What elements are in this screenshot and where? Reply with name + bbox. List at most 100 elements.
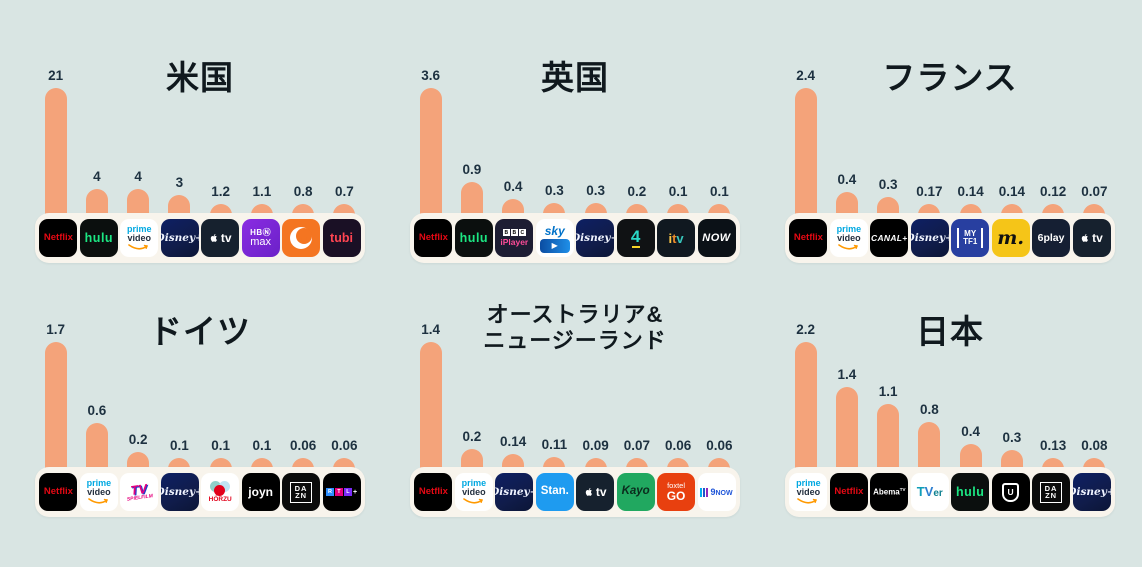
bar-column: 0.2 xyxy=(616,30,657,235)
bar-column: 3.6 xyxy=(410,30,451,235)
mytf1-icon: MY TF1 xyxy=(951,219,990,257)
bar-value-label: 0.06 xyxy=(331,438,358,453)
bar-column: 0.3 xyxy=(991,284,1032,489)
bar-value-label: 0.06 xyxy=(664,438,692,453)
chart-title: 英国 xyxy=(541,59,609,97)
bar-value-label: 1.1 xyxy=(252,184,272,199)
bar-column: 0.17 xyxy=(909,30,950,235)
disney-plus-icon: Disney+ xyxy=(910,219,949,257)
bar-value-label: 4 xyxy=(93,169,101,184)
bar-group: 1.4 0.2 0.14 0.11 0.09 0.07 0.06 0.06 xyxy=(410,284,740,489)
bar-column: 0.14 xyxy=(950,30,991,235)
apple-tv-icon: tv xyxy=(576,473,615,511)
bar-group: 3.6 0.9 0.4 0.3 0.3 0.2 0.1 0.1 xyxy=(410,30,740,235)
netflix-icon: Netflix xyxy=(39,473,78,511)
bar-value-label: 0.06 xyxy=(289,438,317,453)
netflix-icon: Netflix xyxy=(414,473,453,511)
bar-column: 4 xyxy=(118,30,159,235)
joyn-icon: joyn xyxy=(241,473,280,511)
bar-value-label: 0.7 xyxy=(334,184,354,199)
bar-value-label: 0.07 xyxy=(1081,184,1108,199)
bar-netflix xyxy=(835,387,858,489)
disney-plus-icon: Disney+ xyxy=(160,219,199,257)
crunchyroll-icon xyxy=(282,219,321,257)
bar-column: 0.4 xyxy=(493,30,534,235)
bar-value-label: 0.13 xyxy=(1039,438,1067,453)
hulu-icon: hulu xyxy=(454,219,493,257)
bar-value-label: 0.1 xyxy=(252,438,272,453)
tver-icon: TVer xyxy=(910,473,949,511)
bar-column: 2.4 xyxy=(785,30,826,235)
bar-column: 0.1 xyxy=(699,30,740,235)
bar-column: 0.1 xyxy=(159,284,200,489)
app-icon-strip: NetflixprimevideoDisney+Stan.tvKayofoxte… xyxy=(410,467,740,517)
bar-column: 0.14 xyxy=(991,30,1032,235)
bar-value-label: 0.9 xyxy=(462,162,482,177)
bar-column: 0.2 xyxy=(451,284,492,489)
app-icon-strip: NetflixprimevideoCANAL+Disney+MYTF1m.6pl… xyxy=(785,213,1115,263)
chart-panel-3: 2.4 0.4 0.3 0.17 0.14 0.14 0.12 0.07 Netflix pri… xyxy=(785,30,1115,263)
bar-column: 0.08 xyxy=(1074,284,1115,489)
bar-column: 0.12 xyxy=(1033,30,1074,235)
bar-column: 21 xyxy=(35,30,76,235)
bar-value-label: 0.3 xyxy=(878,177,898,192)
bar-group: 1.7 0.6 0.2 0.1 0.1 0.1 0.06 0.06 xyxy=(35,284,365,489)
foxtel-go-icon: foxtel GO xyxy=(657,473,696,511)
canal-plus-icon: CANAL+ xyxy=(870,219,909,257)
bar-netflix xyxy=(44,342,67,489)
bar-value-label: 0.17 xyxy=(916,184,943,199)
bar-value-label: 0.14 xyxy=(499,434,527,449)
bar-column: 0.06 xyxy=(283,284,324,489)
bar-column: 0.07 xyxy=(1074,30,1115,235)
bar-group: 2.2 1.4 1.1 0.8 0.4 0.3 0.13 0.08 xyxy=(785,284,1115,489)
bar-value-label: 0.08 xyxy=(1081,438,1108,453)
bar-column: 0.14 xyxy=(493,284,534,489)
bar-value-label: 0.3 xyxy=(544,183,564,198)
bar-column: 0.3 xyxy=(534,30,575,235)
hulu-icon: hulu xyxy=(951,473,990,511)
bar-value-label: 0.09 xyxy=(582,438,609,453)
hulu-icon: hulu xyxy=(79,219,118,257)
bar-netflix xyxy=(419,88,442,235)
bar-value-label: 0.8 xyxy=(293,184,313,199)
bar-value-label: 0.11 xyxy=(541,437,568,452)
bar-column: 1.1 xyxy=(241,30,282,235)
bar-column: 1.2 xyxy=(200,30,241,235)
dazn-icon: DA ZN xyxy=(1032,473,1071,511)
bar-column: 0.8 xyxy=(909,284,950,489)
bar-value-label: 0.1 xyxy=(668,184,688,199)
chart-title: フランス xyxy=(882,59,1018,97)
ninenow-icon: 9NOW xyxy=(697,473,736,511)
bar-value-label: 4 xyxy=(134,169,142,184)
bar-prime-video xyxy=(794,342,817,489)
bar-value-label: 1.4 xyxy=(421,322,441,337)
bar-column: 0.1 xyxy=(241,284,282,489)
bar-column: 0.3 xyxy=(575,30,616,235)
apple-tv-icon: tv xyxy=(201,219,240,257)
bar-value-label: 2.2 xyxy=(796,322,816,337)
netflix-icon: Netflix xyxy=(414,219,453,257)
stan-icon: Stan. xyxy=(535,473,574,511)
bar-value-label: 0.2 xyxy=(627,184,647,199)
bar-column: 1.1 xyxy=(868,284,909,489)
disney-plus-icon: Disney+ xyxy=(495,473,534,511)
bar-value-label: 3.6 xyxy=(421,68,441,83)
bar-value-label: 0.3 xyxy=(1002,430,1022,445)
bar-column: 0.09 xyxy=(575,284,616,489)
bar-column: 0.3 xyxy=(868,30,909,235)
chart-panel-5: 1.4 0.2 0.14 0.11 0.09 0.07 0.06 0.06 Netflix pr… xyxy=(410,284,740,517)
chart-title: ドイツ xyxy=(149,313,251,351)
chart-title: 米国 xyxy=(166,59,234,97)
tubi-icon: tubi xyxy=(322,219,361,257)
bar-column: 1.4 xyxy=(410,284,451,489)
bar-value-label: 1.4 xyxy=(837,367,857,382)
bar-column: 0.13 xyxy=(1033,284,1074,489)
bar-value-label: 0.2 xyxy=(128,432,148,447)
dazn-icon: DA ZN xyxy=(282,473,321,511)
bar-value-label: 0.4 xyxy=(837,172,857,187)
apple-tv-icon: tv xyxy=(1072,219,1111,257)
